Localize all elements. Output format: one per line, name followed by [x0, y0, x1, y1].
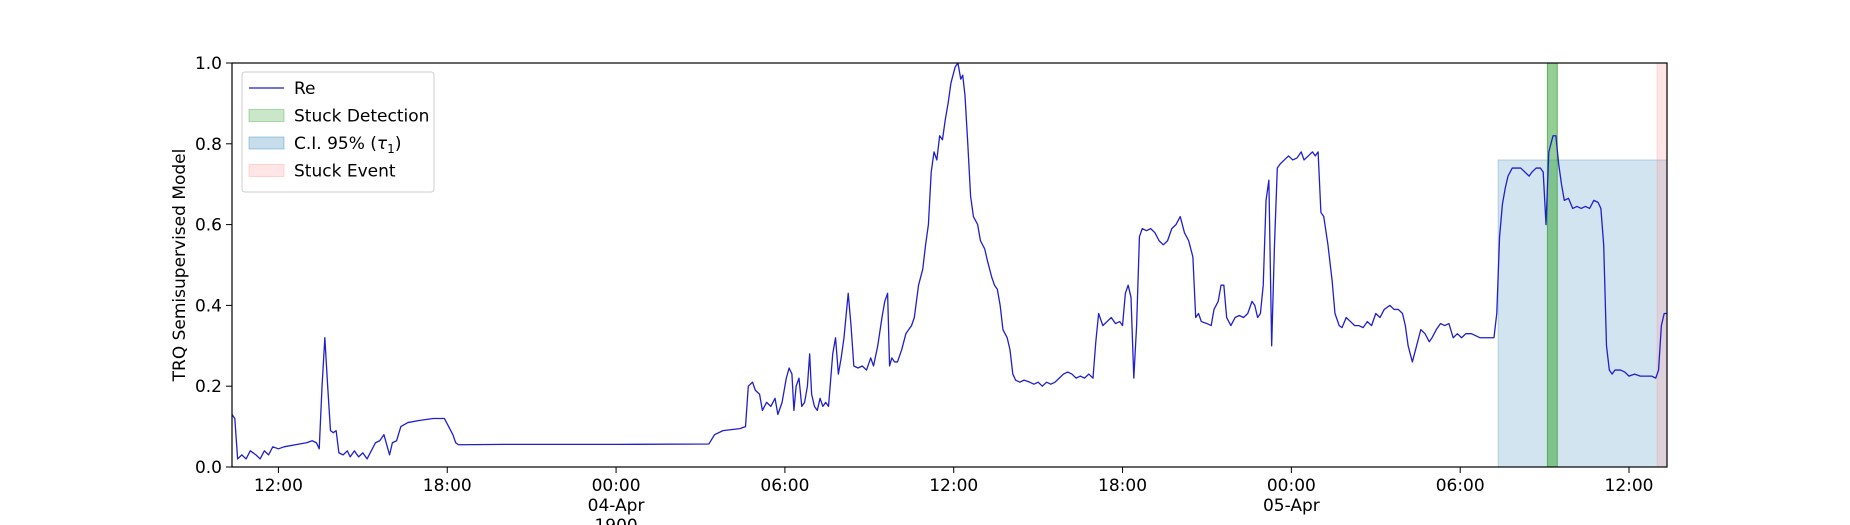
plot-frame: [231, 62, 1668, 468]
legend-swatch-patch: [248, 109, 285, 122]
legend-swatch-patch: [248, 136, 285, 150]
legend-box: [241, 71, 435, 193]
legend-label: Stuck Event: [294, 162, 396, 182]
legend: Re Stuck Detection C.I. 95% (τ1) Stuck Even…: [241, 71, 435, 193]
x-tick-label: 1900: [594, 516, 637, 525]
x-tick-label: 05-Apr: [1263, 496, 1320, 516]
legend-label: C.I. 95% (τ1): [294, 134, 401, 156]
y-tick-label: 1.0: [195, 54, 222, 74]
span-layer: [1497, 62, 1668, 468]
y-tick-label: 0.8: [195, 135, 222, 155]
x-tick-label: 06:00: [760, 476, 809, 496]
legend-label: Stuck Detection: [294, 107, 429, 127]
tick-layer: 0.00.20.40.60.81.012:0018:0000:0004-Apr1…: [195, 54, 1654, 525]
x-tick-label: 12:00: [1605, 476, 1654, 496]
x-tick-label: 18:00: [1098, 476, 1147, 496]
x-tick-label: 00:00: [1267, 476, 1316, 496]
ci-band: [1497, 159, 1668, 468]
y-axis-label: TRQ Semisupervised Model: [170, 149, 190, 383]
x-tick-label: 00:00: [592, 476, 641, 496]
y-tick-label: 0.6: [195, 216, 222, 236]
x-tick-label: 18:00: [423, 476, 472, 496]
legend-label: Re: [294, 79, 316, 99]
y-tick-label: 0.0: [195, 458, 222, 478]
legend-swatch-patch: [248, 164, 285, 177]
x-tick-label: 04-Apr: [588, 496, 645, 516]
x-tick-label: 12:00: [254, 476, 303, 496]
x-tick-label: 12:00: [929, 476, 978, 496]
y-tick-label: 0.2: [195, 377, 222, 397]
series-line-re: [231, 62, 1667, 460]
stuck-event-band: [1656, 62, 1668, 468]
stuck-detection-band: [1546, 62, 1558, 468]
series-layer: [231, 62, 1667, 460]
y-tick-label: 0.4: [195, 296, 222, 316]
x-tick-label: 06:00: [1436, 476, 1485, 496]
